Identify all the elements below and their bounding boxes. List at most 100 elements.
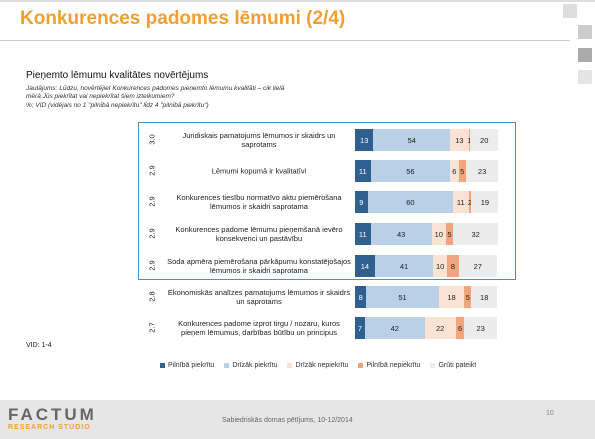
legend-item: Pilnībā nepiekrītu	[358, 362, 420, 369]
bar-segment: 22	[424, 317, 456, 339]
vid-label: 2.9	[147, 228, 157, 239]
data-label: 8	[450, 261, 456, 271]
bar-segment: 11	[355, 160, 371, 182]
data-label: 7	[357, 323, 363, 333]
bar-segment: 14	[355, 255, 375, 277]
bar-segment: 42	[364, 317, 425, 339]
data-label: 2	[467, 197, 473, 207]
bar-segment: 5	[464, 286, 472, 308]
note: %; VID (vidējais no 1 "pilnībā nepiekrīt…	[26, 102, 209, 109]
bar-segment: 51	[366, 286, 439, 308]
data-label: 23	[476, 323, 485, 333]
legend: Pilnībā piekrītu Drīzāk piekrītu Drīzāk ne…	[160, 362, 476, 369]
deco	[578, 70, 592, 84]
bar-segment: 19	[471, 191, 499, 213]
deco	[578, 25, 592, 39]
title-rule	[0, 40, 570, 41]
legend-label: Drīzāk piekrītu	[232, 362, 278, 369]
bar-segment: 27	[458, 255, 497, 277]
data-label: 41	[399, 261, 409, 271]
top-rule	[0, 0, 595, 2]
category-label: Soda apmēra piemērošana pārkāpumu konsta…	[167, 257, 351, 275]
bar-segment: 6	[450, 160, 459, 182]
data-label: 20	[480, 135, 489, 145]
data-label: 54	[407, 135, 416, 145]
legend-label: Drīzāk nepiekrītu	[295, 362, 349, 369]
bar-segment: 2	[467, 191, 473, 213]
bar-segment: 43	[370, 223, 432, 245]
data-label: 32	[471, 229, 480, 239]
bar-segment: 10	[433, 255, 448, 277]
deco	[578, 48, 592, 62]
subtitle: Pieņemto lēmumu kvalitātes novērtējums	[26, 70, 209, 81]
vid-label: 2.8	[147, 291, 157, 302]
bar-segment: 6	[455, 317, 465, 339]
data-label: 11	[456, 197, 465, 207]
bar-segment: 32	[452, 223, 499, 245]
legend-swatch	[287, 363, 293, 368]
data-label: 18	[480, 292, 489, 302]
bar-segment: 8	[355, 286, 367, 308]
legend-label: Pilnībā nepiekrītu	[366, 362, 421, 369]
question: Jautājums: Lūdzu, novērtējiet Konkurence…	[26, 85, 285, 100]
legend-swatch	[358, 363, 364, 368]
data-label: 6	[457, 323, 463, 333]
data-label: 9	[359, 197, 364, 207]
vid-label: 2.9	[147, 165, 157, 176]
data-label: 11	[358, 229, 367, 239]
legend-item: Drīzāk piekrītu	[224, 362, 277, 369]
data-label: 14	[360, 261, 370, 271]
logo-tagline: RESEARCH STUDIO	[8, 424, 91, 431]
legend-swatch	[430, 363, 436, 368]
data-label: 10	[434, 229, 443, 239]
data-label: 11	[358, 166, 367, 176]
bar-segment: 60	[367, 191, 453, 213]
bar-segment: 23	[464, 317, 497, 339]
bar-segment: 5	[458, 160, 466, 182]
data-label: 5	[447, 229, 452, 239]
bar-segment: 11	[452, 191, 469, 213]
footer-text: Sabiedriskās domas pētījums, 10-12/2014	[222, 417, 353, 424]
data-label: 23	[477, 166, 487, 176]
data-label: 43	[396, 229, 406, 239]
bar-segment: 5	[445, 223, 453, 245]
data-label: 10	[436, 261, 445, 271]
data-label: 60	[406, 197, 415, 207]
category-label: Lēmumi kopumā ir kvalitatīvi	[211, 166, 307, 176]
page-number: 10	[546, 410, 554, 417]
data-label: 5	[465, 292, 470, 302]
legend-label: Grūti pateikt	[438, 362, 477, 369]
bar-segment: 7	[355, 317, 365, 339]
vid-label: 2.7	[147, 322, 157, 333]
category-label: Konkurences padome lēmumu pieņemšanā iev…	[175, 225, 343, 243]
bar-segment: 41	[374, 255, 434, 277]
vid-label: 2.9	[147, 260, 157, 271]
legend-item: Drīzāk nepiekrītu	[287, 362, 348, 369]
data-label: 56	[406, 166, 415, 176]
data-label: 22	[436, 323, 445, 333]
category-label: Juridiskais pamatojums lēmumos ir skaidr…	[182, 131, 336, 149]
data-label: 42	[390, 323, 399, 333]
footer-bar	[0, 400, 595, 439]
category-label: Konkurences padome izprot tirgu / nozaru…	[178, 319, 340, 337]
bar-segment: 56	[370, 160, 451, 182]
vid-label: 2.9	[147, 196, 157, 207]
bar-segment: 23	[465, 160, 499, 182]
data-label: 8	[358, 292, 363, 302]
logo: FACTUM	[8, 405, 97, 424]
legend-item: Pilnībā piekrītu	[160, 362, 214, 369]
bar-segment: 13	[450, 129, 469, 151]
legend-swatch	[160, 363, 165, 368]
data-label: 13	[360, 135, 369, 145]
bar-segment: 10	[431, 223, 446, 245]
bar-segment: 18	[438, 286, 465, 308]
data-label: 1	[467, 136, 471, 145]
bar-segment: 8	[447, 255, 459, 277]
bar-segment: 54	[373, 129, 451, 151]
legend-swatch	[224, 363, 230, 368]
bar-segment: 18	[471, 286, 497, 308]
bar-segment: 1	[467, 129, 471, 151]
vid-label: 3.0	[147, 134, 157, 145]
data-label: 5	[460, 166, 465, 176]
